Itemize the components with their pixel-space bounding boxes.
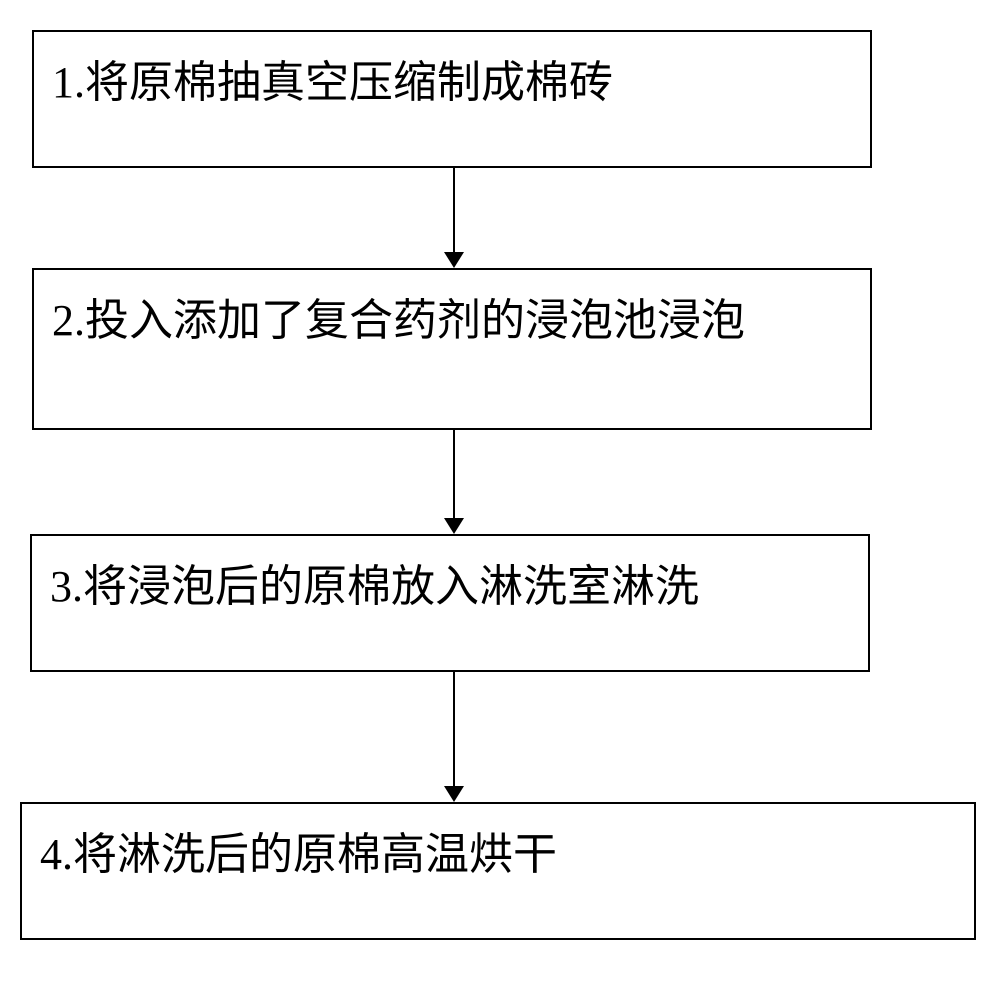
arrow-line-3 [453, 672, 455, 786]
flowchart-canvas: 1. 将原棉抽真空压缩制成棉砖 2. 投入添加了复合药剂的浸泡池浸泡 3. 将浸… [0, 0, 1000, 998]
step-text-3: 将浸泡后的原棉放入淋洗室淋洗 [83, 558, 699, 615]
step-number-3: 3. [50, 558, 83, 615]
step-text-4: 将淋洗后的原棉高温烘干 [73, 826, 557, 883]
arrow-line-1 [453, 168, 455, 252]
step-box-4: 4. 将淋洗后的原棉高温烘干 [20, 802, 976, 940]
step-text-1: 将原棉抽真空压缩制成棉砖 [85, 54, 613, 111]
step-box-3: 3. 将浸泡后的原棉放入淋洗室淋洗 [30, 534, 870, 672]
arrow-head-2 [444, 518, 464, 534]
arrow-line-2 [453, 430, 455, 518]
arrow-head-3 [444, 786, 464, 802]
step-number-2: 2. [52, 292, 85, 349]
arrow-head-1 [444, 252, 464, 268]
step-box-1: 1. 将原棉抽真空压缩制成棉砖 [32, 30, 872, 168]
step-number-4: 4. [40, 826, 73, 883]
step-number-1: 1. [52, 54, 85, 111]
step-box-2: 2. 投入添加了复合药剂的浸泡池浸泡 [32, 268, 872, 430]
step-text-2: 投入添加了复合药剂的浸泡池浸泡 [85, 292, 745, 349]
